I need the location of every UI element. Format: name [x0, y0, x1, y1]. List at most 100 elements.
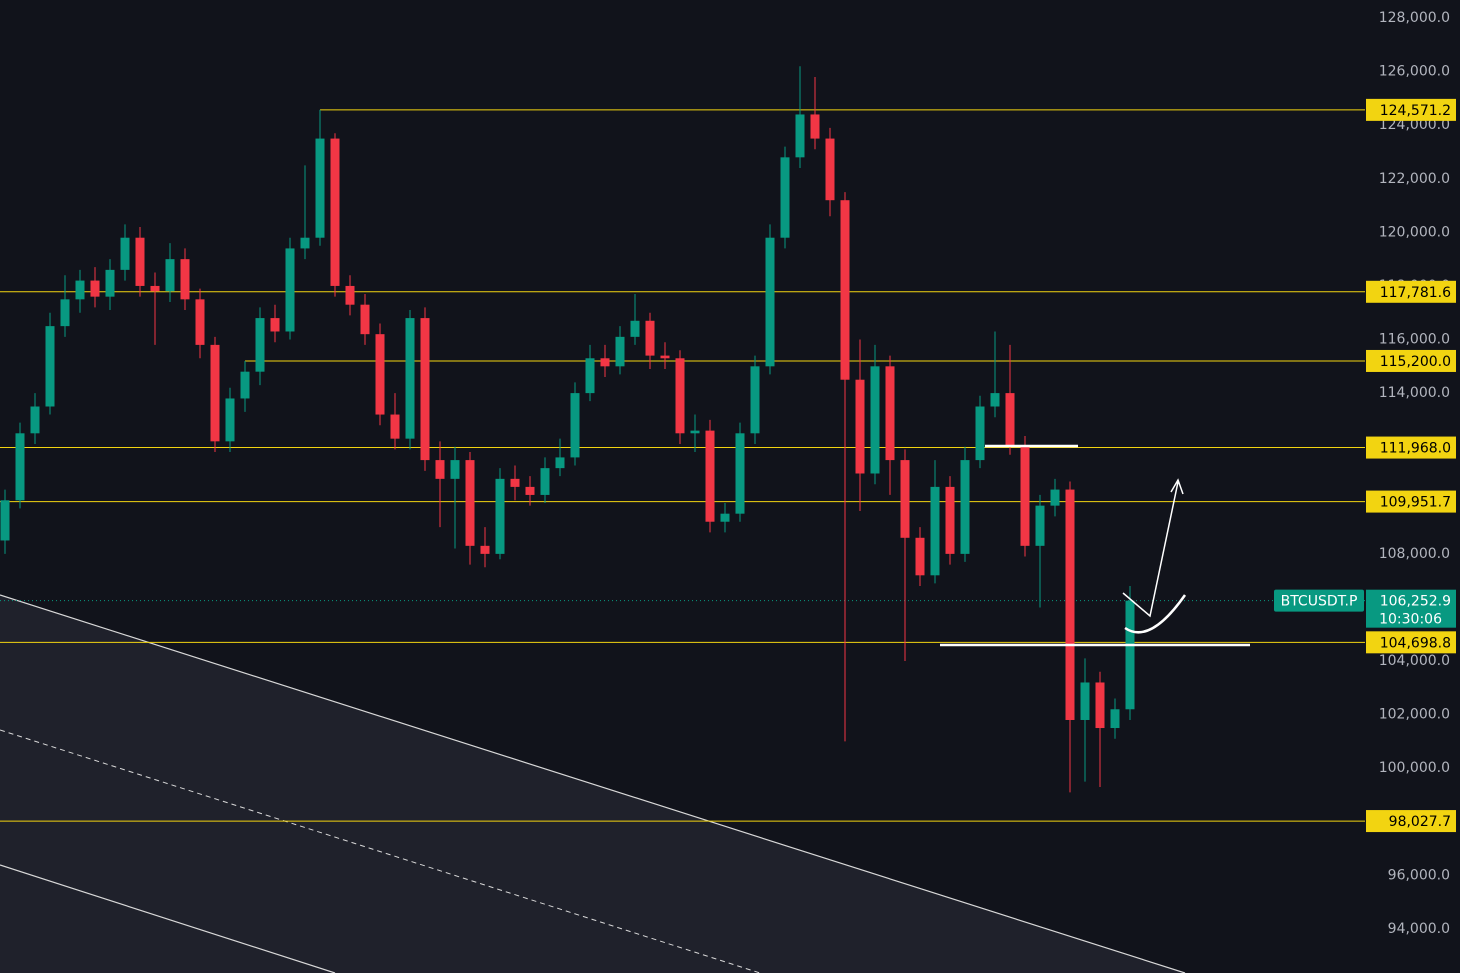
candle-body [795, 114, 805, 158]
candle-body [870, 366, 880, 474]
candle-body [780, 157, 790, 238]
candle-body [180, 259, 190, 300]
candle-body [1050, 489, 1060, 506]
candle-body [975, 406, 985, 461]
candle-body [945, 486, 955, 554]
candle-body [165, 259, 175, 292]
candle-body [930, 486, 940, 576]
candle-body [465, 460, 475, 546]
candle-body [90, 280, 100, 297]
candle-body [855, 379, 865, 474]
candle-body [240, 371, 250, 399]
candle-body [330, 138, 340, 286]
candle-body [600, 358, 610, 367]
annotation-curve [1124, 594, 1187, 634]
price-axis: 94,000.096,000.098,000.0100,000.0102,000… [1274, 10, 1456, 937]
candle-body [630, 320, 640, 337]
candle-body [1080, 682, 1090, 720]
candle-body [405, 318, 415, 439]
candle-body [300, 237, 310, 249]
last-price-label: 106,252.9 [1380, 594, 1451, 610]
y-tick-label: 128,000.0 [1379, 10, 1450, 26]
channel-line [0, 594, 1186, 973]
y-tick-label: 122,000.0 [1379, 171, 1450, 187]
y-tick-label: 126,000.0 [1379, 64, 1450, 80]
candles [0, 66, 1135, 793]
level-label: 124,571.2 [1380, 103, 1451, 119]
candle-body [30, 406, 40, 434]
candle-body [360, 304, 370, 335]
candle-body [585, 358, 595, 394]
candle-body [525, 486, 535, 495]
y-tick-label: 124,000.0 [1379, 117, 1450, 133]
candle-body [750, 366, 760, 434]
candle-body [615, 336, 625, 367]
channel-mid-line [0, 729, 761, 973]
candle-body [705, 430, 715, 522]
candle-body [825, 138, 835, 201]
candle-body [270, 318, 280, 332]
y-tick-label: 104,000.0 [1379, 653, 1450, 669]
symbol-label: BTCUSDT.P [1281, 594, 1358, 610]
candle-body [0, 500, 10, 541]
channel-line [0, 864, 336, 973]
countdown-label: 10:30:06 [1379, 612, 1442, 628]
candle-body [375, 334, 385, 415]
candle-body [675, 358, 685, 434]
candle-body [495, 478, 505, 554]
level-label-box [1366, 631, 1456, 654]
candle-body [720, 513, 730, 522]
candle-body [840, 200, 850, 380]
candle-body [420, 318, 430, 461]
level-label: 109,951.7 [1380, 495, 1451, 511]
y-tick-label: 96,000.0 [1388, 867, 1450, 883]
candle-body [660, 355, 670, 359]
y-tick-label: 114,000.0 [1379, 385, 1450, 401]
y-tick-label: 102,000.0 [1379, 707, 1450, 723]
candle-body [510, 478, 520, 487]
annotations [940, 444, 1250, 647]
level-label-box [1366, 436, 1456, 459]
candle-body [105, 269, 115, 297]
y-tick-label: 100,000.0 [1379, 760, 1450, 776]
candle-body [960, 460, 970, 554]
y-tick-label: 116,000.0 [1379, 332, 1450, 348]
candle-body [15, 433, 25, 501]
y-tick-label: 108,000.0 [1379, 546, 1450, 562]
candle-body [570, 393, 580, 458]
level-label-box [1366, 349, 1456, 372]
y-tick-label: 94,000.0 [1388, 921, 1450, 937]
candle-body [765, 237, 775, 367]
candle-body [255, 318, 265, 372]
levels [0, 109, 1365, 822]
level-label: 117,781.6 [1380, 285, 1451, 301]
candle-body [1110, 709, 1120, 729]
level-label-box [1366, 490, 1456, 513]
candle-body [690, 430, 700, 434]
candle-body [1095, 682, 1105, 729]
candle-body [390, 414, 400, 439]
annotation-arrow [1122, 478, 1184, 618]
candle-body [285, 248, 295, 332]
candle-body [450, 460, 460, 479]
candle-body [555, 457, 565, 469]
candle-body [915, 537, 925, 576]
candle-body [135, 237, 145, 286]
candle-body [60, 299, 70, 327]
level-label-box [1366, 98, 1456, 121]
candle-body [75, 280, 85, 300]
level-label: 98,027.7 [1389, 814, 1451, 830]
candle-body [990, 393, 1000, 407]
y-tick-label: 120,000.0 [1379, 224, 1450, 240]
candle-body [1125, 600, 1135, 710]
level-label: 104,698.8 [1380, 635, 1451, 651]
candle-body [150, 285, 160, 292]
candle-body [210, 344, 220, 442]
candle-body [225, 398, 235, 442]
candle-body [885, 366, 895, 461]
candle-body [345, 285, 355, 305]
level-label: 115,200.0 [1380, 354, 1451, 370]
candle-body [435, 460, 445, 479]
last-price-box [1366, 589, 1456, 628]
